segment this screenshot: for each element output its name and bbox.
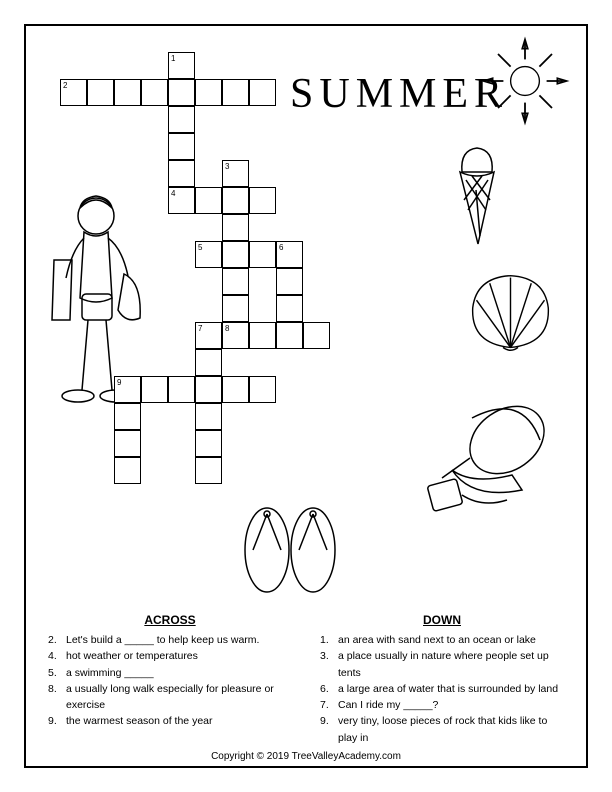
crossword-cell[interactable]	[249, 376, 276, 403]
crossword-cell[interactable]	[222, 187, 249, 214]
crossword-cell[interactable]	[114, 430, 141, 457]
clue-number: 4.	[48, 648, 60, 664]
crossword-cell[interactable]	[195, 349, 222, 376]
clue-text: the warmest season of the year	[66, 713, 213, 729]
clue-text: an area with sand next to an ocean or la…	[338, 632, 536, 648]
clue-number: 3.	[320, 648, 332, 681]
crossword-cell[interactable]: 6	[276, 241, 303, 268]
crossword-cell[interactable]	[222, 376, 249, 403]
crossword-cell[interactable]	[195, 403, 222, 430]
crossword-cell[interactable]: 8	[222, 322, 249, 349]
clue-row: 6. a large area of water that is surround…	[320, 681, 564, 697]
cell-number: 9	[117, 378, 121, 387]
crossword-cell[interactable]: 5	[195, 241, 222, 268]
clue-text: Let's build a _____ to help keep us warm…	[66, 632, 259, 648]
cell-number: 6	[279, 243, 283, 252]
clue-number: 8.	[48, 681, 60, 714]
crossword-cell[interactable]	[276, 295, 303, 322]
clue-text: a large area of water that is surrounded…	[338, 681, 558, 697]
clue-number: 5.	[48, 665, 60, 681]
cell-number: 7	[198, 324, 202, 333]
cell-number: 2	[63, 81, 67, 90]
crossword-cell[interactable]	[168, 106, 195, 133]
clue-text: very tiny, loose pieces of rock that kid…	[338, 713, 564, 746]
down-heading: DOWN	[320, 611, 564, 630]
crossword-cell[interactable]	[222, 214, 249, 241]
clue-text: Can I ride my _____?	[338, 697, 438, 713]
crossword-cell[interactable]: 9	[114, 376, 141, 403]
clue-row: 3.a place usually in nature where people…	[320, 648, 564, 681]
crossword-cell[interactable]	[195, 376, 222, 403]
crossword-cell[interactable]	[222, 295, 249, 322]
bucket-icon	[412, 400, 562, 520]
clue-text: a place usually in nature where people s…	[338, 648, 564, 681]
clue-row: 9. the warmest season of the year	[48, 713, 292, 729]
clue-text: hot weather or temperatures	[66, 648, 198, 664]
crossword-cell[interactable]	[141, 79, 168, 106]
clue-row: 1. an area with sand next to an ocean or …	[320, 632, 564, 648]
crossword-cell[interactable]	[195, 457, 222, 484]
cell-number: 4	[171, 189, 175, 198]
crossword-cell[interactable]	[249, 322, 276, 349]
crossword-cell[interactable]	[276, 322, 303, 349]
crossword-grid: 1 2 3 4 5 6 7 8 9	[60, 52, 400, 552]
clue-number: 7.	[320, 697, 332, 713]
clue-row: 9.very tiny, loose pieces of rock that k…	[320, 713, 564, 746]
crossword-cell[interactable]	[87, 79, 114, 106]
crossword-cell[interactable]	[195, 79, 222, 106]
crossword-cell[interactable]	[249, 241, 276, 268]
across-clues: ACROSS 2. Let's build a _____ to help kee…	[48, 611, 292, 746]
clue-row: 7. Can I ride my _____?	[320, 697, 564, 713]
crossword-cell[interactable]	[168, 160, 195, 187]
crossword-cell[interactable]: 4	[168, 187, 195, 214]
crossword-cell[interactable]	[168, 133, 195, 160]
crossword-cell[interactable]	[195, 430, 222, 457]
crossword-cell[interactable]	[276, 268, 303, 295]
crossword-cell[interactable]	[114, 79, 141, 106]
clue-row: 2. Let's build a _____ to help keep us wa…	[48, 632, 292, 648]
crossword-cell[interactable]	[114, 403, 141, 430]
crossword-cell[interactable]: 3	[222, 160, 249, 187]
crossword-cell[interactable]	[168, 376, 195, 403]
clue-row: 8.a usually long walk especially for ple…	[48, 681, 292, 714]
cell-number: 1	[171, 54, 175, 63]
crossword-cell[interactable]	[141, 376, 168, 403]
copyright-text: Copyright © 2019 TreeValleyAcademy.com	[0, 751, 612, 762]
clue-number: 9.	[48, 713, 60, 729]
clue-text: a usually long walk especially for pleas…	[66, 681, 292, 714]
clue-number: 1.	[320, 632, 332, 648]
clue-number: 2.	[48, 632, 60, 648]
crossword-cell[interactable]	[222, 268, 249, 295]
crossword-cell[interactable]	[168, 79, 195, 106]
crossword-cell[interactable]: 1	[168, 52, 195, 79]
clue-text: a swimming _____	[66, 665, 154, 681]
crossword-cell[interactable]	[222, 79, 249, 106]
clue-number: 6.	[320, 681, 332, 697]
cell-number: 8	[225, 324, 229, 333]
down-clues: DOWN 1. an area with sand next to an ocea…	[320, 611, 564, 746]
cell-number: 3	[225, 162, 229, 171]
sun-icon	[480, 36, 570, 126]
crossword-cell[interactable]: 2	[60, 79, 87, 106]
crossword-cell[interactable]	[114, 457, 141, 484]
clues-section: ACROSS 2. Let's build a _____ to help kee…	[48, 611, 564, 746]
crossword-cell[interactable]	[222, 241, 249, 268]
icecream-icon	[442, 140, 512, 250]
crossword-cell[interactable]: 7	[195, 322, 222, 349]
shell-icon	[463, 270, 558, 355]
across-heading: ACROSS	[48, 611, 292, 630]
crossword-cell[interactable]	[195, 187, 222, 214]
clue-number: 9.	[320, 713, 332, 746]
crossword-cell[interactable]	[249, 187, 276, 214]
crossword-cell[interactable]	[249, 79, 276, 106]
crossword-cell[interactable]	[303, 322, 330, 349]
cell-number: 5	[198, 243, 202, 252]
clue-row: 4. hot weather or temperatures	[48, 648, 292, 664]
clue-row: 5. a swimming _____	[48, 665, 292, 681]
